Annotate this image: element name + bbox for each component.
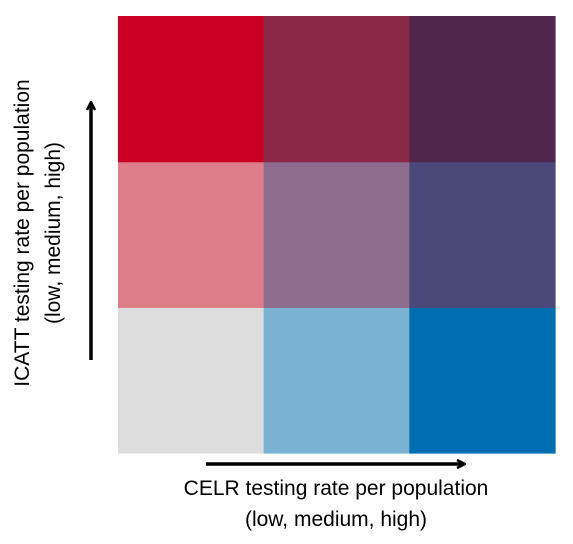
cell-low-celr-low-icatt [118, 307, 265, 454]
x-axis-label: CELR testing rate per population [184, 477, 489, 500]
cell-medium-celr-low-icatt [263, 307, 410, 454]
y-axis-sublabel: (low, medium, high) [42, 142, 65, 324]
cell-low-celr-medium-icatt [118, 161, 265, 308]
cell-high-celr-medium-icatt [409, 161, 556, 308]
cell-high-celr-low-icatt [409, 307, 556, 454]
cell-high-celr-high-icatt [409, 16, 556, 163]
cell-low-celr-high-icatt [118, 16, 265, 163]
x-axis-sublabel: (low, medium, high) [245, 508, 427, 531]
legend-grid [118, 16, 556, 454]
y-axis-label: ICATT testing rate per population [11, 79, 34, 386]
cell-medium-celr-medium-icatt [263, 161, 410, 308]
cell-medium-celr-high-icatt [263, 16, 410, 163]
